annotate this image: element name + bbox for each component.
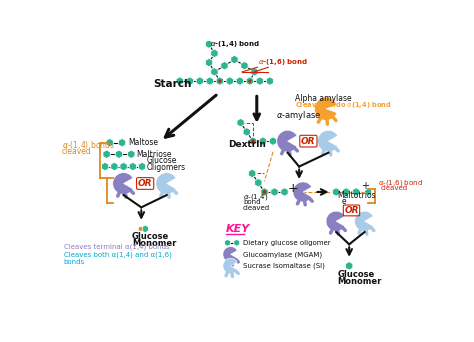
Polygon shape [251, 68, 258, 76]
Text: Alpha amylase: Alpha amylase [295, 94, 352, 103]
Polygon shape [261, 188, 268, 196]
Text: Cleaves endo $\alpha$(1,4) bond: Cleaves endo $\alpha$(1,4) bond [294, 100, 391, 110]
Text: bond: bond [243, 199, 260, 205]
Polygon shape [234, 239, 240, 246]
Text: $\alpha$-(1,6) bond: $\alpha$-(1,6) bond [257, 57, 308, 67]
Text: OR: OR [138, 179, 152, 188]
Circle shape [248, 80, 251, 83]
Polygon shape [241, 62, 248, 70]
Text: cleaved: cleaved [62, 147, 92, 156]
Polygon shape [346, 262, 353, 270]
Circle shape [138, 227, 143, 231]
Wedge shape [156, 173, 176, 194]
Polygon shape [259, 137, 266, 145]
Text: Glucose: Glucose [337, 269, 375, 279]
Wedge shape [223, 258, 237, 274]
Polygon shape [176, 77, 183, 85]
Polygon shape [106, 139, 113, 147]
Circle shape [219, 80, 221, 83]
Text: Cleaves terminal α(1,4) bonds: Cleaves terminal α(1,4) bonds [64, 244, 169, 250]
Polygon shape [225, 239, 230, 246]
Polygon shape [128, 150, 135, 158]
Text: +: + [361, 181, 369, 191]
Circle shape [263, 190, 266, 194]
Polygon shape [216, 77, 224, 85]
Wedge shape [315, 97, 337, 120]
Circle shape [251, 139, 255, 143]
Wedge shape [326, 211, 345, 231]
Text: $\alpha$-(1,6) bond: $\alpha$-(1,6) bond [378, 178, 423, 188]
Polygon shape [115, 150, 123, 158]
Wedge shape [223, 247, 237, 262]
Wedge shape [355, 211, 373, 231]
Polygon shape [120, 162, 127, 171]
Polygon shape [186, 77, 193, 85]
Text: Sucrase Isomaltase (SI): Sucrase Isomaltase (SI) [243, 263, 325, 269]
Polygon shape [271, 188, 278, 196]
Polygon shape [221, 62, 228, 70]
Wedge shape [293, 182, 311, 202]
Text: KEY: KEY [226, 224, 250, 234]
Text: bonds: bonds [64, 259, 85, 265]
Polygon shape [231, 55, 238, 64]
Text: cleaved: cleaved [243, 206, 270, 211]
Polygon shape [342, 188, 350, 196]
Text: Maltotrios: Maltotrios [337, 191, 376, 200]
Wedge shape [113, 173, 133, 194]
Text: $\alpha$-(1,4) bonds: $\alpha$-(1,4) bonds [62, 139, 115, 151]
Polygon shape [103, 150, 110, 158]
Text: $\alpha$-(1,4): $\alpha$-(1,4) [243, 192, 268, 202]
Polygon shape [138, 162, 146, 171]
Text: OR: OR [301, 137, 316, 146]
Text: Monomer: Monomer [132, 239, 176, 248]
Wedge shape [277, 130, 297, 152]
Polygon shape [211, 68, 218, 76]
Polygon shape [211, 49, 218, 57]
Polygon shape [332, 188, 340, 196]
Text: +: + [288, 182, 298, 195]
Polygon shape [142, 225, 148, 233]
Polygon shape [206, 77, 213, 85]
Polygon shape [196, 77, 203, 85]
Polygon shape [101, 162, 109, 171]
Wedge shape [318, 130, 338, 152]
Polygon shape [353, 188, 360, 196]
Polygon shape [237, 118, 244, 127]
Text: Glucose: Glucose [132, 232, 169, 241]
Text: $\alpha$-amylase: $\alpha$-amylase [276, 109, 321, 122]
Polygon shape [118, 139, 126, 147]
Polygon shape [256, 77, 264, 85]
Polygon shape [269, 137, 277, 145]
Polygon shape [110, 162, 118, 171]
Text: Oligomers: Oligomers [146, 163, 186, 172]
Polygon shape [248, 169, 256, 178]
Polygon shape [226, 77, 234, 85]
Text: Maltriose: Maltriose [136, 150, 172, 159]
Polygon shape [236, 77, 244, 85]
Polygon shape [249, 137, 256, 145]
Polygon shape [243, 128, 250, 136]
Polygon shape [129, 162, 137, 171]
Polygon shape [365, 188, 372, 196]
Polygon shape [281, 188, 288, 196]
Text: Dextrin: Dextrin [228, 140, 266, 149]
Polygon shape [246, 77, 254, 85]
Text: Dietary glucose oligomer: Dietary glucose oligomer [243, 240, 330, 246]
Text: Monomer: Monomer [337, 277, 382, 286]
Text: OR: OR [344, 206, 359, 215]
Text: $\alpha$-(1,4) bond: $\alpha$-(1,4) bond [210, 39, 260, 50]
Polygon shape [205, 40, 213, 48]
Text: cleaved: cleaved [381, 185, 408, 192]
Polygon shape [266, 77, 273, 85]
Text: Maltose: Maltose [128, 138, 158, 147]
Text: e: e [341, 197, 346, 206]
Text: Starch: Starch [153, 79, 191, 89]
Text: Glucoamylase (MGAM): Glucoamylase (MGAM) [243, 251, 322, 258]
Polygon shape [205, 58, 213, 67]
Text: Glucose: Glucose [146, 157, 177, 166]
Polygon shape [255, 179, 262, 187]
Text: Cleaves both α(1,4) and α(1,6): Cleaves both α(1,4) and α(1,6) [64, 252, 172, 258]
